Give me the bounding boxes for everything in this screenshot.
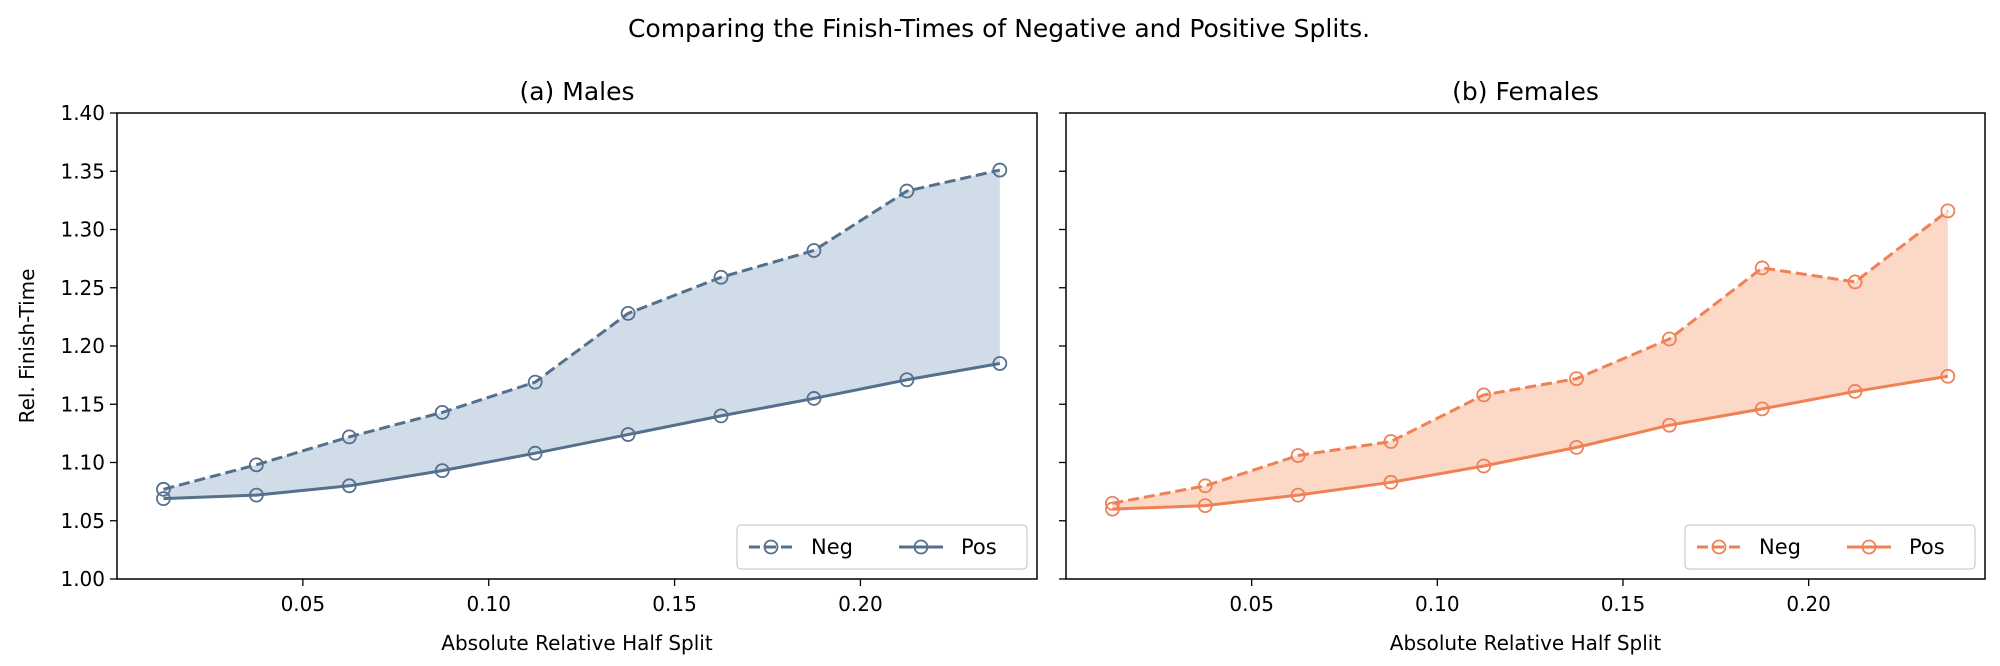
males-x-axis-label: Absolute Relative Half Split (441, 631, 713, 655)
males-neg-line (163, 168, 1001, 491)
males-legend: Neg Pos (736, 524, 1028, 570)
males-legend-box (736, 524, 1028, 570)
females-x-tick-label: 0.05 (1229, 592, 1274, 616)
females-neg-point (1197, 478, 1213, 494)
males-pos-point (156, 491, 171, 507)
males-y-axis-label: Rel. Finish-Time (15, 269, 39, 424)
males-fill-between (163, 170, 1000, 499)
males-pos-point (899, 372, 915, 388)
males-y-tick-label: 1.05 (60, 509, 105, 533)
females-neg-point (1940, 203, 1956, 219)
females-panel: 0.05 0.10 0.15 0.20 (b) Females Absolute Rela… (1059, 77, 1986, 655)
females-legend-neg-marker (1711, 539, 1727, 555)
males-legend-pos-label: Pos (961, 535, 997, 559)
females-x-tick-label: 0.10 (1415, 592, 1460, 616)
males-neg-point (156, 481, 171, 497)
females-legend-neg-label: Neg (1759, 535, 1801, 559)
males-y-tick-label: 1.20 (60, 334, 105, 358)
males-x-tick-label: 0.05 (281, 592, 326, 616)
males-x-tick-label: 0.15 (652, 592, 697, 616)
females-neg-point (1105, 495, 1120, 511)
males-x-tick-label: 0.10 (466, 592, 511, 616)
females-pos-point (1940, 368, 1956, 384)
males-panel: 1.00 1.05 1.10 1.15 1.20 1.25 1.30 1.35 1.40 0.05… (15, 77, 1038, 655)
females-pos-point (1847, 384, 1863, 399)
males-pos-line (163, 361, 1001, 501)
males-pos-point (248, 487, 264, 503)
figure-title: Comparing the Finish-Times of Negative a… (628, 14, 1370, 43)
males-pos-point (527, 445, 543, 461)
females-pos-point (1105, 501, 1120, 517)
females-neg-point (1847, 274, 1863, 290)
males-neg-point (434, 405, 450, 420)
females-x-tick-label: 0.20 (1786, 592, 1831, 616)
males-y-tick-label: 1.25 (60, 276, 105, 300)
females-neg-point (1476, 387, 1492, 403)
males-panel-title: (a) Males (519, 77, 634, 106)
females-neg-line (1112, 209, 1949, 505)
females-fill-between (1112, 210, 1948, 510)
males-pos-point (713, 408, 729, 424)
males-neg-point (806, 243, 822, 258)
males-neg-point (248, 457, 264, 473)
females-legend-pos-label: Pos (1909, 535, 1945, 559)
males-y-tick-label: 1.10 (60, 451, 105, 475)
males-neg-point (992, 162, 1008, 178)
females-neg-point (1290, 448, 1306, 463)
males-legend-neg-marker (763, 539, 779, 555)
females-pos-point (1661, 417, 1677, 433)
females-legend-box (1684, 524, 1976, 570)
females-legend-pos-marker (1861, 539, 1877, 555)
females-neg-point (1383, 434, 1399, 449)
females-x-tick-label: 0.15 (1601, 592, 1646, 616)
males-y-tick-label: 1.35 (60, 159, 105, 183)
males-neg-point (341, 429, 357, 445)
males-y-tick-label: 1.00 (60, 567, 105, 591)
females-neg-point (1569, 371, 1584, 387)
males-y-tick-label: 1.30 (60, 218, 105, 242)
females-neg-point (1661, 331, 1677, 347)
males-y-tick-label: 1.15 (60, 392, 105, 416)
males-x-tick-label: 0.20 (838, 592, 883, 616)
females-legend: Neg Pos (1684, 524, 1976, 570)
females-pos-point (1569, 439, 1584, 455)
females-x-axis-label: Absolute Relative Half Split (1390, 631, 1662, 655)
panels: 1.00 1.05 1.10 1.15 1.20 1.25 1.30 1.35 1.40 0.05… (15, 77, 1986, 655)
females-pos-line (1112, 374, 1949, 511)
females-pos-point (1290, 487, 1306, 503)
males-neg-point (527, 374, 543, 390)
males-neg-point (899, 183, 915, 199)
males-pos-point (806, 391, 822, 406)
females-pos-point (1197, 498, 1213, 514)
males-pos-point (434, 463, 450, 479)
males-neg-point (620, 305, 636, 321)
males-y-tick-label: 1.40 (60, 101, 105, 125)
males-legend-pos-marker (913, 539, 929, 555)
males-pos-point (620, 427, 636, 442)
males-pos-point (992, 356, 1008, 371)
females-pos-point (1383, 474, 1399, 490)
females-pos-point (1754, 401, 1770, 417)
males-legend-neg-label: Neg (811, 535, 853, 559)
males-neg-point (713, 269, 729, 285)
females-neg-point (1754, 260, 1770, 276)
females-pos-point (1476, 458, 1492, 474)
females-panel-title: (b) Females (1452, 77, 1599, 106)
males-pos-point (341, 478, 357, 494)
